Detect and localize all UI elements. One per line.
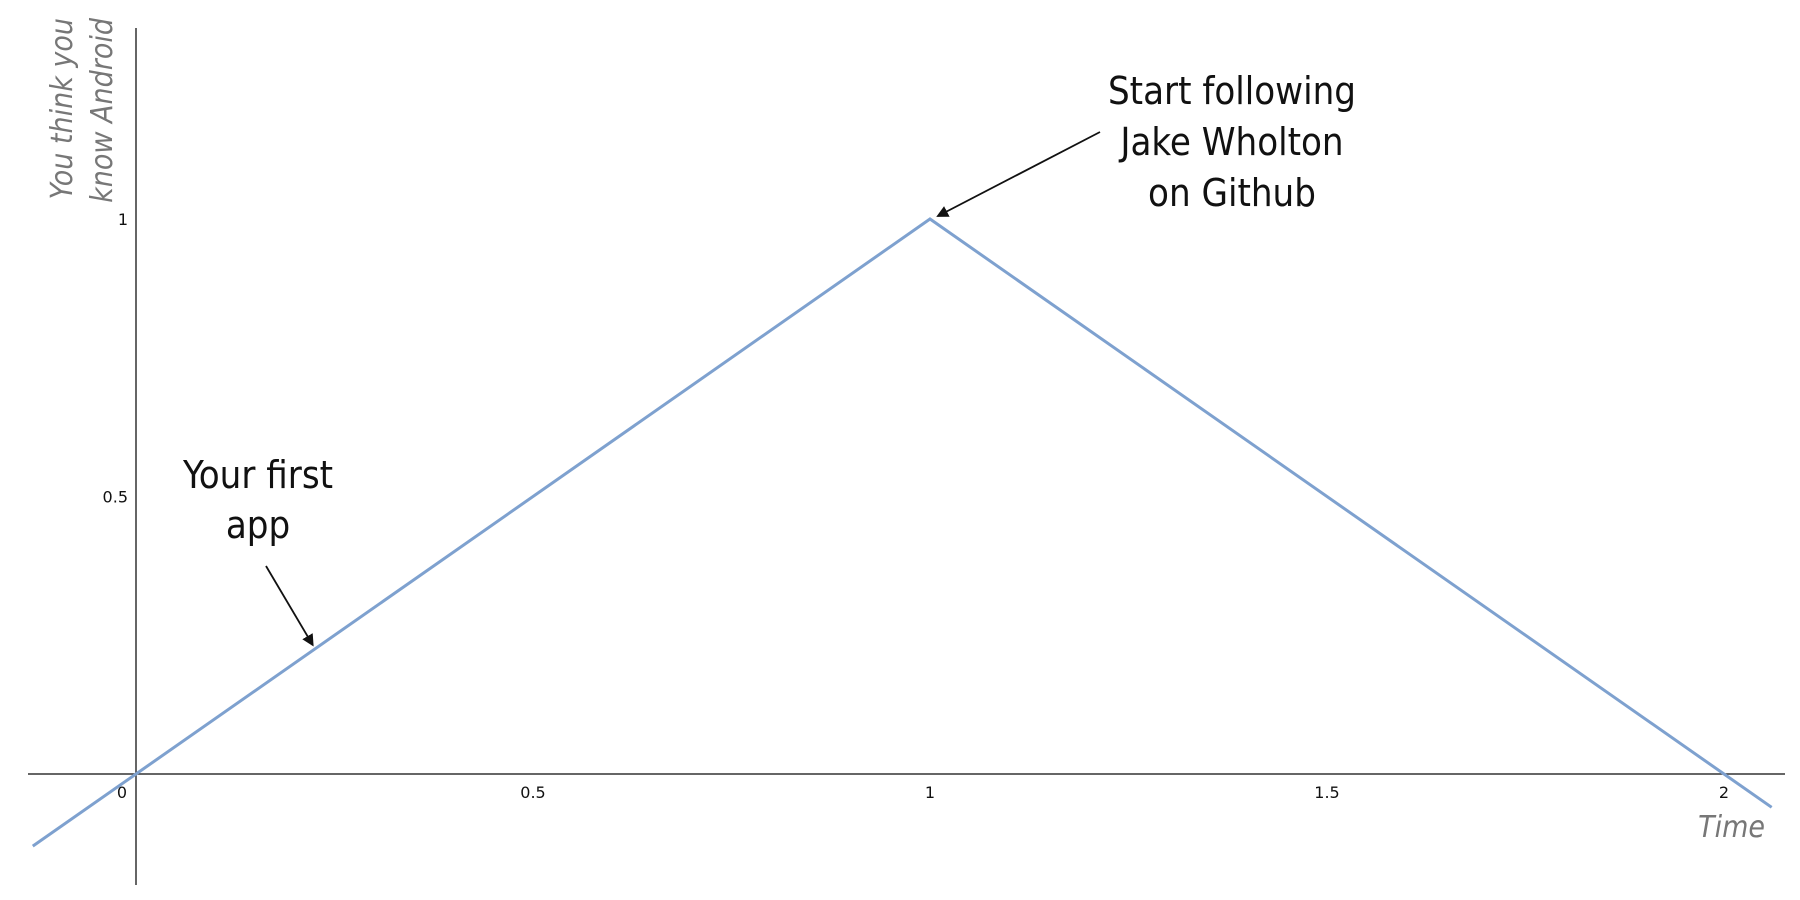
x-tick-label: 1.5 xyxy=(1314,783,1339,802)
x-tick-label: 0.5 xyxy=(520,783,545,802)
x-tick-labels: 0 0.5 1 1.5 2 xyxy=(117,783,1729,802)
y-axis-title: You think you know Android xyxy=(45,17,120,203)
y-tick-labels: 0.5 1 xyxy=(103,210,128,507)
y-tick-label: 0.5 xyxy=(103,488,128,507)
x-tick-label: 0 xyxy=(117,783,127,802)
annotation-arrow xyxy=(936,131,1101,217)
x-tick-label: 2 xyxy=(1719,783,1729,802)
y-tick-label: 1 xyxy=(118,210,128,229)
y-axis-title-line: know Android xyxy=(85,17,120,203)
annotation-text-line: Start following xyxy=(1108,69,1356,113)
annotation-text-line: app xyxy=(226,503,290,547)
annotation-first-app: Your first app xyxy=(182,453,333,647)
annotation-arrow xyxy=(265,565,314,647)
x-axis-title: Time xyxy=(1698,810,1765,845)
y-axis-title-line: You think you xyxy=(45,18,80,199)
annotation-text-line: on Github xyxy=(1148,171,1316,215)
annotation-jake-wholton: Start following Jake Wholton on Github xyxy=(936,69,1356,217)
x-tick-label: 1 xyxy=(925,783,935,802)
series-line xyxy=(31,217,1773,848)
annotation-text-line: Your first xyxy=(182,453,333,497)
annotation-text-line: Jake Wholton xyxy=(1118,120,1343,164)
